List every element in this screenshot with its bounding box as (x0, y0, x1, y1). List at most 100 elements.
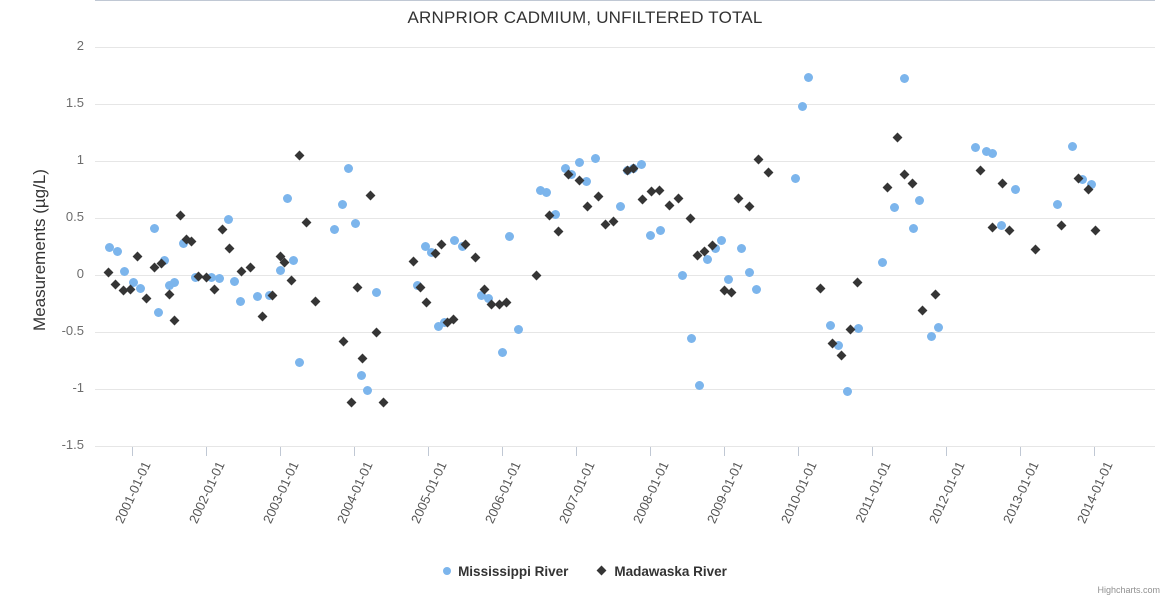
data-point-madawaska[interactable] (664, 200, 675, 211)
data-point-madawaska[interactable] (654, 185, 664, 196)
data-point-mississippi[interactable] (826, 320, 836, 330)
data-point-mississippi[interactable] (120, 267, 130, 277)
data-point-mississippi[interactable] (909, 223, 919, 233)
data-point-mississippi[interactable] (420, 242, 430, 251)
data-point-mississippi[interactable] (164, 280, 174, 290)
data-point-madawaska[interactable] (836, 350, 847, 361)
data-point-madawaska[interactable] (110, 279, 121, 290)
data-point-madawaska[interactable] (744, 201, 755, 212)
data-point-mississippi[interactable] (484, 294, 494, 304)
data-point-madawaska[interactable] (164, 289, 174, 300)
data-point-mississippi[interactable] (636, 159, 646, 169)
data-point-mississippi[interactable] (542, 188, 552, 198)
data-point-madawaska[interactable] (169, 315, 180, 326)
data-point-mississippi[interactable] (275, 265, 285, 275)
data-point-madawaska[interactable] (1004, 225, 1015, 236)
data-point-madawaska[interactable] (141, 293, 152, 304)
data-point-mississippi[interactable] (687, 334, 697, 344)
data-point-madawaska[interactable] (224, 243, 235, 254)
data-point-madawaska[interactable] (286, 275, 297, 286)
data-point-mississippi[interactable] (160, 255, 170, 265)
legend-item-madawaska[interactable]: Madawaska River (596, 563, 727, 579)
data-point-mississippi[interactable] (878, 257, 888, 267)
data-point-mississippi[interactable] (362, 385, 372, 395)
data-point-mississippi[interactable] (330, 224, 340, 234)
data-point-madawaska[interactable] (408, 256, 419, 267)
data-point-mississippi[interactable] (229, 277, 239, 287)
data-point-madawaska[interactable] (378, 397, 389, 408)
data-point-mississippi[interactable] (112, 246, 122, 256)
data-point-mississippi[interactable] (900, 74, 910, 84)
data-point-madawaska[interactable] (436, 239, 447, 250)
data-point-mississippi[interactable] (149, 223, 159, 233)
data-point-mississippi[interactable] (854, 324, 864, 334)
data-point-mississippi[interactable] (294, 358, 304, 368)
data-point-mississippi[interactable] (154, 308, 164, 318)
data-point-madawaska[interactable] (583, 201, 593, 212)
data-point-madawaska[interactable] (907, 178, 918, 189)
data-point-madawaska[interactable] (815, 283, 826, 294)
data-point-madawaska[interactable] (673, 193, 684, 204)
data-point-madawaska[interactable] (899, 169, 910, 180)
data-point-mississippi[interactable] (616, 202, 626, 212)
data-point-mississippi[interactable] (513, 325, 523, 335)
data-point-madawaska[interactable] (637, 194, 648, 205)
legend-item-mississippi[interactable]: Mississippi River (443, 563, 568, 579)
data-point-madawaska[interactable] (310, 296, 321, 307)
data-point-madawaska[interactable] (1056, 221, 1067, 231)
data-point-mississippi[interactable] (971, 142, 981, 152)
data-point-mississippi[interactable] (207, 272, 217, 282)
data-point-mississippi[interactable] (842, 386, 852, 396)
data-point-madawaska[interactable] (209, 284, 220, 295)
data-point-mississippi[interactable] (582, 177, 591, 187)
data-point-madawaska[interactable] (245, 262, 256, 272)
data-point-mississippi[interactable] (724, 275, 734, 285)
data-point-mississippi[interactable] (1067, 141, 1077, 151)
data-point-mississippi[interactable] (703, 254, 713, 264)
data-point-mississippi[interactable] (1086, 180, 1096, 190)
data-point-mississippi[interactable] (343, 164, 353, 174)
data-point-mississippi[interactable] (128, 278, 138, 288)
data-point-madawaska[interactable] (132, 251, 143, 262)
data-point-mississippi[interactable] (433, 321, 443, 331)
data-point-madawaska[interactable] (186, 236, 197, 247)
data-point-madawaska[interactable] (882, 182, 892, 193)
data-point-mississippi[interactable] (987, 148, 997, 158)
data-point-mississippi[interactable] (737, 244, 747, 254)
data-point-madawaska[interactable] (371, 327, 382, 337)
data-point-mississippi[interactable] (804, 73, 814, 83)
data-point-mississippi[interactable] (934, 322, 944, 332)
data-point-mississippi[interactable] (223, 214, 233, 224)
data-point-madawaska[interactable] (365, 190, 376, 201)
data-point-mississippi[interactable] (561, 164, 571, 174)
data-point-mississippi[interactable] (550, 210, 560, 220)
data-point-madawaska[interactable] (1030, 244, 1041, 255)
data-point-madawaska[interactable] (294, 150, 305, 161)
data-point-mississippi[interactable] (744, 268, 754, 278)
data-point-mississippi[interactable] (926, 332, 936, 342)
data-point-madawaska[interactable] (593, 191, 604, 202)
data-point-mississippi[interactable] (645, 230, 655, 240)
data-point-mississippi[interactable] (371, 287, 381, 297)
data-point-mississippi[interactable] (356, 370, 366, 380)
data-point-madawaska[interactable] (987, 222, 998, 233)
data-point-mississippi[interactable] (656, 226, 666, 236)
data-point-mississippi[interactable] (337, 199, 347, 209)
data-point-mississippi[interactable] (590, 154, 600, 164)
data-point-mississippi[interactable] (798, 101, 808, 111)
data-point-mississippi[interactable] (574, 157, 584, 167)
data-point-madawaska[interactable] (346, 397, 357, 408)
data-point-mississippi[interactable] (170, 278, 180, 288)
data-point-mississippi[interactable] (450, 236, 460, 246)
data-point-madawaska[interactable] (338, 336, 349, 347)
data-point-madawaska[interactable] (217, 224, 228, 235)
data-point-madawaska[interactable] (685, 213, 696, 223)
data-point-mississippi[interactable] (105, 243, 115, 253)
data-point-mississippi[interactable] (1011, 185, 1021, 194)
data-point-mississippi[interactable] (981, 147, 991, 157)
data-point-madawaska[interactable] (352, 282, 362, 293)
data-point-mississippi[interactable] (996, 221, 1006, 231)
data-point-madawaska[interactable] (421, 297, 432, 308)
data-point-mississippi[interactable] (694, 381, 704, 391)
data-point-mississippi[interactable] (710, 244, 720, 254)
